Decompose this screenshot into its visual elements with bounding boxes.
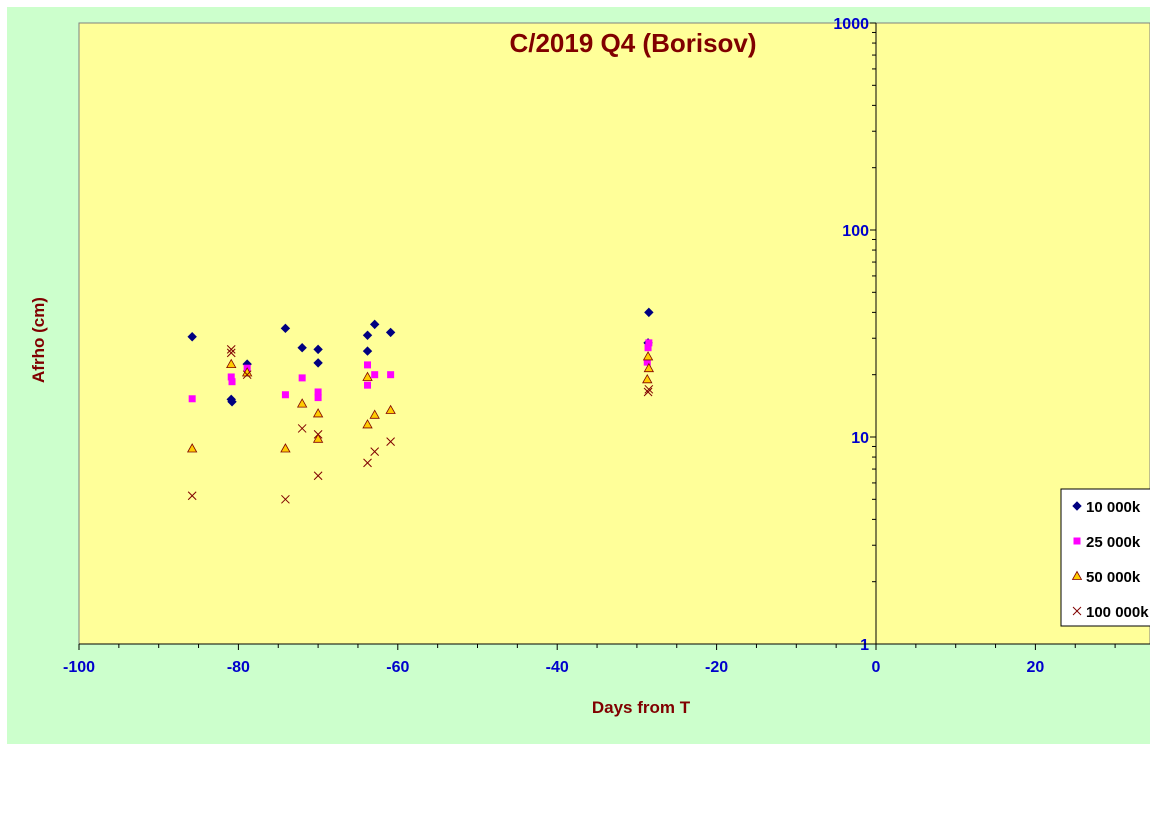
data-point-series-3: [643, 362, 655, 373]
data-point-series-2: [314, 394, 322, 402]
x-marker-stroke: [226, 348, 236, 358]
data-point-series-3: [280, 443, 291, 453]
x-tick-label: 20: [1027, 659, 1045, 676]
plot-area: [78, 22, 1150, 645]
data-point-series-2: [643, 358, 651, 366]
data-point-series-3: [362, 371, 373, 381]
data-point-series-4: [370, 447, 380, 456]
data-point-series-2: [364, 381, 372, 389]
x-marker-stroke: [187, 491, 197, 501]
data-point-series-3: [642, 351, 654, 361]
legend: 10 000k 25 000k 50 000k 100 000k: [1060, 488, 1150, 627]
data-point-series-1: [362, 330, 373, 340]
data-point-series-2: [364, 361, 372, 369]
data-points: [186, 307, 655, 504]
data-point-series-1: [369, 319, 380, 330]
legend-label-2: 25 000k: [1086, 534, 1141, 551]
legend-marker-1: [1072, 501, 1082, 511]
data-point-series-1: [362, 346, 373, 356]
data-point-series-4: [297, 424, 307, 433]
data-point-series-3: [312, 433, 324, 443]
x-marker-stroke: [313, 429, 323, 439]
data-point-series-4: [386, 437, 395, 446]
legend-label-1: 10 000k: [1086, 499, 1141, 516]
x-marker-stroke: [242, 370, 252, 380]
data-point-series-3: [642, 373, 653, 384]
data-point-series-4: [313, 471, 323, 481]
x-tick-label: -60: [386, 659, 409, 676]
data-point-series-1: [644, 307, 654, 318]
data-point-series-2: [228, 378, 236, 386]
y-tick-label: 1000: [833, 16, 869, 33]
data-point-series-4: [226, 348, 236, 358]
x-tick-label: -40: [546, 659, 569, 676]
legend-marker-3: [1071, 570, 1083, 580]
legend-box: [1060, 488, 1150, 627]
data-point-series-1: [280, 323, 291, 334]
data-point-series-3: [296, 398, 308, 408]
data-point-series-4: [313, 429, 323, 439]
x-marker-stroke: [1072, 606, 1082, 616]
x-marker-stroke: [281, 494, 290, 504]
data-point-series-2: [645, 339, 653, 347]
data-point-series-4: [187, 491, 197, 501]
y-axis-title: Afrho (cm): [29, 297, 48, 383]
data-point-series-1: [187, 332, 197, 342]
data-point-series-3: [369, 409, 380, 419]
data-point-series-4: [242, 370, 252, 380]
data-point-series-2: [371, 371, 379, 379]
data-point-series-3: [362, 419, 373, 429]
data-point-series-2: [227, 373, 235, 381]
x-tick-label: 0: [872, 659, 881, 676]
x-tick-label: -80: [227, 659, 250, 676]
y-tick-label: 10: [851, 430, 869, 447]
x-marker-stroke: [363, 458, 372, 468]
data-point-series-3: [312, 408, 324, 418]
x-tick-label: -100: [63, 659, 95, 676]
data-point-series-2: [298, 374, 306, 382]
legend-label-4: 100 000k: [1086, 604, 1149, 621]
data-point-series-2: [314, 388, 322, 396]
data-point-series-1: [385, 327, 396, 338]
data-point-series-4: [644, 384, 654, 394]
x-marker-stroke: [386, 437, 395, 446]
x-marker-stroke: [313, 471, 323, 481]
legend-marker-4: [1072, 606, 1082, 616]
x-marker-stroke: [644, 384, 654, 394]
x-axis-title: Days from T: [592, 698, 691, 717]
data-point-series-2: [387, 371, 395, 379]
x-marker-stroke: [297, 424, 307, 433]
legend-label-3: 50 000k: [1086, 569, 1141, 586]
y-tick-label: 100: [842, 223, 869, 240]
data-point-series-2: [281, 391, 289, 399]
data-point-series-4: [643, 387, 653, 397]
data-point-series-3: [226, 358, 237, 368]
data-point-series-1: [227, 397, 237, 407]
data-point-series-4: [281, 494, 290, 504]
data-point-series-3: [186, 443, 198, 453]
data-point-series-4: [226, 345, 236, 354]
x-marker-stroke: [370, 447, 380, 456]
data-point-series-4: [363, 458, 372, 468]
data-point-series-1: [313, 344, 323, 355]
x-axis: -100 -80 -60 -40 -20 0 20: [63, 643, 1150, 676]
y-axis: 1 10 100 1000: [833, 16, 877, 654]
x-tick-label: -20: [705, 659, 728, 676]
data-point-series-3: [385, 404, 396, 414]
data-point-series-2: [188, 395, 196, 403]
data-point-series-1: [297, 343, 307, 353]
y-tick-label: 1: [860, 637, 869, 654]
x-marker-stroke: [643, 387, 653, 397]
chart-title: C/2019 Q4 (Borisov): [509, 28, 756, 58]
data-point-series-1: [313, 358, 323, 368]
data-point-series-2: [644, 344, 652, 352]
legend-marker-2: [1073, 537, 1081, 545]
x-marker-stroke: [226, 345, 236, 354]
